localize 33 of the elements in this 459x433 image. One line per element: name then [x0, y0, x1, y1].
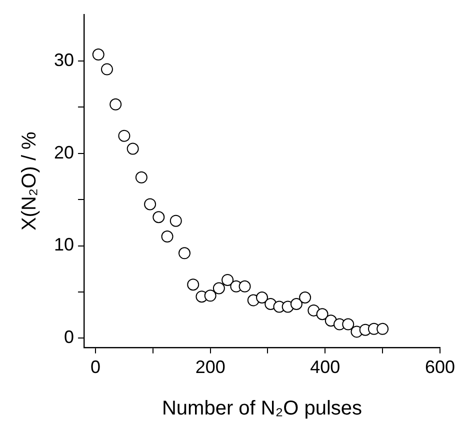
- y-axis-title: X(N₂O) / %: [18, 131, 41, 231]
- point: [110, 98, 122, 110]
- point: [144, 198, 156, 210]
- point: [342, 318, 354, 330]
- point: [290, 298, 302, 310]
- point: [170, 214, 182, 227]
- point: [308, 304, 320, 316]
- point: [376, 322, 389, 335]
- x-tick-label: 200: [195, 357, 226, 378]
- point: [256, 292, 268, 304]
- point: [212, 282, 225, 294]
- point: [316, 308, 328, 320]
- point: [238, 280, 251, 292]
- point: [92, 48, 104, 61]
- point: [187, 278, 200, 291]
- point: [152, 211, 165, 224]
- point: [100, 63, 113, 76]
- point: [178, 247, 190, 260]
- point: [222, 274, 234, 286]
- y-tick-label: 30: [54, 50, 74, 70]
- point: [118, 130, 130, 142]
- y-tick-label: 0: [64, 327, 74, 348]
- point: [161, 230, 174, 243]
- x-tick-label: 600: [424, 357, 456, 378]
- y-tick-label: 10: [54, 234, 74, 255]
- point: [126, 142, 139, 155]
- point: [299, 292, 312, 304]
- x-axis-title: Number of N₂O pulses: [162, 398, 362, 420]
- point: [135, 171, 148, 184]
- point: [204, 290, 216, 302]
- x-tick-label: 0: [90, 357, 101, 378]
- y-tick-label: 20: [54, 142, 74, 162]
- x-tick-label: 400: [310, 357, 340, 378]
